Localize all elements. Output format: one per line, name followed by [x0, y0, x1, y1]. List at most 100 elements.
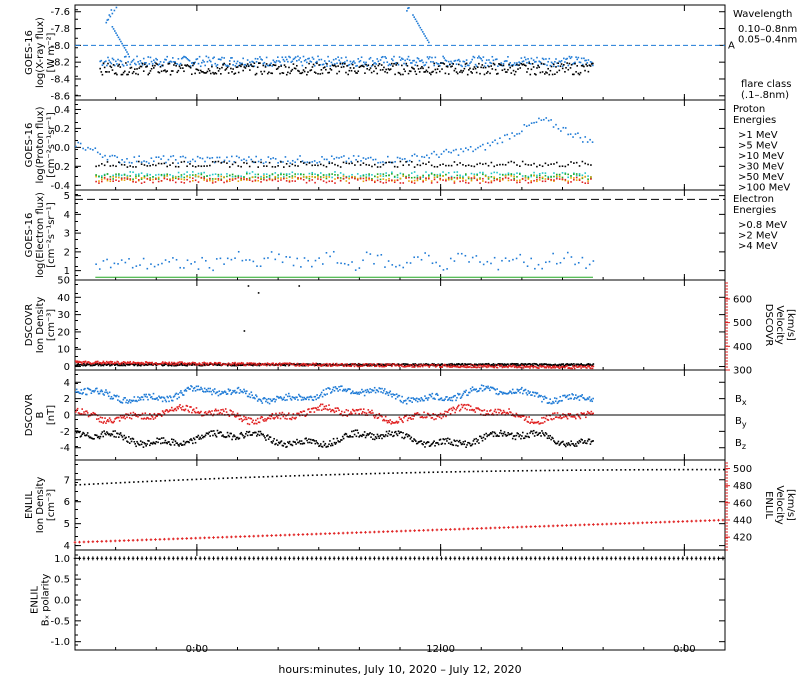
xray-point: [101, 64, 104, 66]
density-point: [272, 364, 275, 366]
proton-point: [272, 157, 275, 159]
proton-point: [209, 157, 211, 160]
proton-point: [469, 146, 472, 148]
mag-point: [446, 396, 448, 398]
proton-point: [192, 158, 194, 161]
xray-point: [592, 64, 594, 67]
xray-point: [560, 59, 563, 62]
velocity-point: [327, 364, 330, 367]
proton-point: [203, 171, 205, 174]
mag-point: [190, 385, 192, 387]
velocity-point: [362, 363, 365, 366]
mag-point: [229, 432, 232, 435]
proton-point: [374, 181, 376, 184]
density-point: [167, 364, 170, 367]
proton-point: [155, 156, 158, 159]
xray-point: [476, 57, 479, 59]
mag-point: [539, 395, 541, 398]
mag-point: [172, 438, 175, 441]
xray-point: [421, 59, 423, 61]
velocity-point: [372, 364, 374, 366]
xray-point: [142, 57, 145, 60]
mag-point: [142, 446, 145, 448]
mag-point: [249, 396, 252, 399]
xray-point: [154, 61, 156, 64]
proton-point: [157, 180, 160, 183]
mag-point: [394, 393, 396, 396]
proton-point: [95, 174, 97, 176]
mag-point: [149, 418, 152, 420]
proton-point: [519, 181, 521, 184]
xray-point: [498, 63, 500, 65]
density-point: [531, 363, 534, 365]
density-point: [257, 364, 260, 366]
density-point: [123, 364, 126, 366]
xray-point: [188, 59, 191, 62]
proton-point: [372, 158, 374, 161]
mag-point: [221, 435, 223, 437]
proton-point: [530, 122, 533, 124]
mag-point: [178, 396, 180, 399]
electron-point: [508, 260, 511, 262]
mag-point: [541, 400, 543, 403]
proton-point: [470, 177, 473, 179]
proton-point: [214, 160, 217, 163]
y-right-tick-label: 300: [733, 366, 752, 377]
mag-point: [118, 400, 121, 402]
proton-point: [470, 172, 473, 175]
velocity-point: [131, 362, 134, 365]
proton-point: [223, 161, 225, 163]
velocity-point: [577, 365, 580, 368]
proton-point: [153, 160, 155, 163]
mag-point: [106, 419, 109, 421]
xray-point: [585, 63, 587, 66]
mag-point: [553, 441, 556, 444]
proton-point: [507, 172, 510, 175]
velocity-point: [118, 362, 121, 365]
proton-point: [408, 180, 410, 182]
velocity-point: [135, 362, 137, 364]
mag-point: [398, 394, 401, 397]
electron-point: [234, 257, 236, 259]
proton-point: [410, 176, 413, 179]
velocity-point: [584, 365, 587, 368]
mag-point: [149, 396, 152, 399]
proton-point: [325, 174, 328, 176]
xray-point: [415, 61, 418, 64]
legend-title: Energies: [733, 115, 776, 126]
mag-point: [371, 388, 373, 391]
xray-point: [215, 72, 218, 75]
density-point: [241, 364, 244, 367]
proton-point: [541, 165, 544, 168]
proton-point: [519, 179, 521, 181]
xray-point: [308, 62, 310, 65]
velocity-point: [436, 364, 439, 366]
mag-point: [145, 445, 147, 447]
proton-point: [433, 150, 435, 153]
xray-point: [176, 63, 179, 65]
xray-point: [103, 61, 106, 63]
mag-point: [288, 440, 291, 443]
mag-point: [250, 391, 253, 394]
mag-point: [119, 415, 122, 417]
xray-point: [335, 65, 337, 68]
proton-point: [337, 174, 339, 176]
proton-point: [255, 155, 257, 158]
mag-point: [77, 431, 80, 433]
velocity-point: [408, 364, 410, 367]
mag-point: [565, 395, 568, 398]
proton-point: [132, 171, 134, 174]
density-point: [99, 363, 101, 365]
proton-point: [399, 182, 402, 184]
electron-point: [241, 259, 244, 262]
flare-class-label: (.1–.8nm): [741, 90, 789, 101]
xray-spike-point: [124, 49, 127, 51]
mag-point: [193, 386, 196, 389]
proton-point: [302, 176, 305, 178]
xray-point: [430, 60, 432, 63]
xray-point: [365, 63, 367, 66]
proton-point: [308, 179, 311, 182]
mag-point: [95, 434, 97, 437]
proton-point: [137, 160, 140, 163]
velocity-point: [473, 366, 476, 369]
